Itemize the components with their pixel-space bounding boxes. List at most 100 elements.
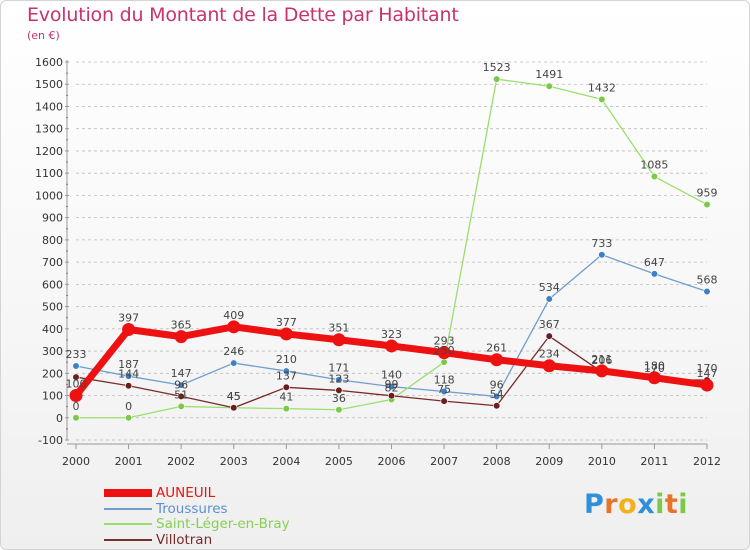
logo-letter: i	[678, 489, 689, 520]
x-tick-label: 2011	[640, 455, 668, 468]
data-label: 206	[591, 354, 612, 367]
data-point	[177, 392, 185, 401]
data-label: 0	[73, 400, 80, 413]
chart-title: Evolution du Montant de la Dette par Hab…	[27, 4, 459, 26]
data-label: 1491	[535, 68, 563, 81]
data-point	[440, 397, 448, 405]
data-point	[174, 330, 188, 344]
data-point	[335, 386, 343, 395]
data-point	[69, 389, 83, 403]
data-point	[282, 405, 290, 413]
y-tick-label: 1000	[35, 189, 63, 202]
data-label: 351	[328, 322, 349, 335]
y-tick-label: 500	[42, 301, 63, 314]
data-label: 234	[539, 348, 560, 361]
x-tick-label: 2000	[62, 455, 90, 468]
data-point	[598, 251, 606, 259]
y-tick-label: 800	[42, 234, 63, 247]
x-tick-label: 2003	[220, 455, 248, 468]
data-label: 211	[591, 353, 612, 366]
data-point	[545, 332, 553, 340]
logo-letter: o	[618, 489, 638, 520]
y-tick-label: -100	[38, 434, 63, 447]
data-point	[545, 82, 553, 90]
data-label: 180	[644, 360, 665, 373]
x-tick-label: 2008	[483, 455, 511, 468]
y-tick-label: 1400	[35, 100, 63, 113]
data-point	[124, 372, 133, 380]
legend-swatch	[104, 507, 152, 510]
data-point	[230, 404, 238, 412]
data-label: 250	[434, 344, 455, 357]
data-label: 171	[328, 362, 349, 375]
data-point	[650, 270, 659, 278]
data-point	[650, 172, 659, 181]
legend-swatch	[104, 523, 152, 525]
data-label: 100	[66, 378, 87, 391]
proxiti-logo: Proxiti	[584, 489, 688, 520]
data-label: 140	[381, 369, 402, 382]
data-point	[230, 359, 238, 367]
data-point	[387, 392, 396, 400]
data-label: 367	[539, 318, 560, 331]
y-tick-label: 1200	[35, 145, 63, 158]
y-tick-label: 1300	[35, 123, 63, 136]
data-label: 99	[385, 378, 399, 391]
data-point	[437, 346, 451, 360]
logo-letter: P	[584, 489, 605, 520]
legend-item: Villotran	[104, 532, 404, 548]
data-label: 147	[171, 367, 192, 380]
y-tick-label: 1500	[35, 78, 63, 91]
data-label: 1523	[483, 61, 511, 74]
data-label: 959	[697, 187, 718, 200]
x-tick-label: 2006	[378, 455, 406, 468]
y-tick-label: 900	[42, 212, 63, 225]
data-label: 96	[174, 378, 188, 391]
y-tick-label: 0	[56, 412, 63, 425]
data-label: 75	[437, 383, 451, 396]
data-point	[177, 381, 185, 389]
y-tick-label: 300	[42, 345, 63, 358]
data-label: 568	[697, 273, 718, 286]
data-point	[335, 376, 343, 384]
x-tick-label: 2012	[693, 455, 721, 468]
data-point	[279, 327, 293, 341]
y-tick-label: 600	[42, 278, 63, 291]
data-point	[647, 371, 661, 385]
data-label: 365	[171, 319, 192, 332]
data-label: 0	[125, 400, 132, 413]
data-point	[335, 406, 343, 414]
data-point	[72, 362, 80, 370]
data-label: 246	[223, 345, 244, 358]
y-tick-label: 700	[42, 256, 63, 269]
data-label: 147	[697, 367, 718, 380]
data-point	[598, 95, 606, 103]
data-point	[703, 287, 711, 296]
data-label: 118	[434, 374, 455, 387]
data-point	[385, 339, 398, 353]
legend-item: Saint-Léger-en-Bray	[104, 516, 404, 532]
data-label: 41	[279, 391, 293, 404]
data-point	[124, 382, 133, 390]
data-label: 1085	[640, 159, 668, 172]
data-point	[440, 387, 448, 396]
x-tick-label: 2010	[588, 455, 616, 468]
data-label: 187	[118, 358, 139, 371]
data-label: 170	[697, 362, 718, 375]
y-tick-label: 1100	[35, 167, 63, 180]
legend-swatch	[104, 489, 152, 497]
data-label: 233	[66, 348, 87, 361]
data-label: 210	[276, 353, 297, 366]
data-label: 54	[490, 388, 504, 401]
axes: -100010020030040050060070080090010001100…	[35, 56, 721, 468]
data-label: 96	[490, 378, 504, 391]
data-label: 123	[328, 372, 349, 385]
data-label: 377	[276, 316, 297, 329]
data-point	[703, 200, 711, 209]
x-tick-label: 2005	[325, 455, 353, 468]
logo-letter: i	[655, 489, 665, 520]
data-label: 144	[118, 368, 139, 381]
x-tick-label: 2001	[115, 455, 143, 468]
legend-label: Troussures	[156, 500, 228, 517]
